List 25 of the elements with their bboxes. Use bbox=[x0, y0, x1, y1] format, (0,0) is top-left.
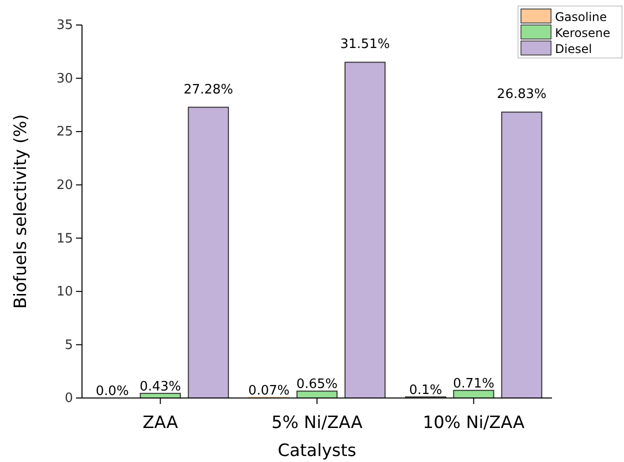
data-label: 0.1% bbox=[409, 382, 442, 398]
y-tick-label: 25 bbox=[56, 124, 73, 140]
x-tick-label: 5% Ni/ZAA bbox=[272, 413, 363, 433]
data-label: 31.51% bbox=[340, 37, 390, 52]
x-axis-title: Catalysts bbox=[278, 441, 356, 461]
data-label: 27.28% bbox=[184, 82, 234, 98]
legend-label: Diesel bbox=[555, 42, 592, 56]
y-tick-label: 20 bbox=[56, 178, 73, 194]
legend-label: Kerosene bbox=[555, 26, 610, 40]
y-tick-label: 10 bbox=[56, 284, 73, 300]
data-label: 0.07% bbox=[248, 383, 290, 398]
data-label: 0.0% bbox=[96, 384, 129, 399]
data-label: 0.71% bbox=[453, 376, 494, 392]
y-axis-title: Biofuels selectivity (%) bbox=[11, 114, 31, 309]
legend-label: Gasoline bbox=[555, 10, 607, 24]
data-label: 0.65% bbox=[296, 377, 338, 392]
y-tick-label: 30 bbox=[56, 71, 73, 86]
x-tick-label: ZAA bbox=[142, 413, 178, 433]
data-label: 26.83% bbox=[496, 87, 546, 102]
y-tick-label: 5 bbox=[64, 338, 73, 353]
x-tick-label: 10% Ni/ZAA bbox=[422, 413, 525, 433]
y-tick-label: 35 bbox=[56, 18, 73, 34]
data-label: 0.43% bbox=[140, 379, 181, 394]
y-tick-label: 15 bbox=[56, 231, 73, 246]
y-tick-label: 0 bbox=[64, 391, 73, 406]
